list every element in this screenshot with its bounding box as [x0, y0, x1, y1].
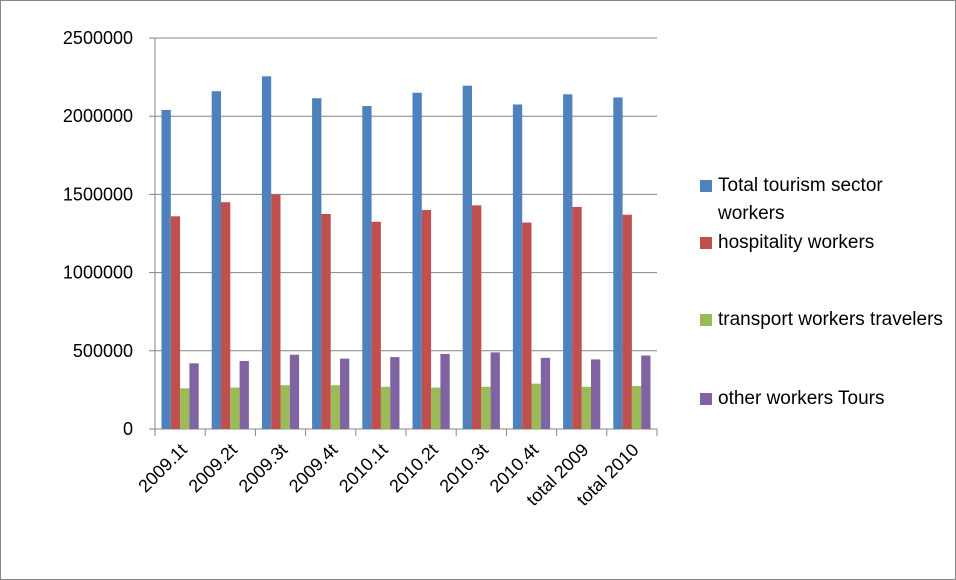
- bar: [421, 210, 432, 429]
- bar: [631, 385, 642, 429]
- y-tick-label: 2000000: [63, 106, 133, 126]
- y-tick-label: 1000000: [63, 263, 133, 283]
- y-tick-label: 0: [123, 419, 133, 439]
- legend-label: Total tourism sector workers: [718, 175, 883, 224]
- bar: [613, 97, 623, 429]
- legend-item: Total tourism sector workers: [700, 172, 945, 228]
- bar: [321, 213, 331, 429]
- legend-label: other workers Tours: [718, 388, 885, 409]
- bar: [211, 91, 221, 430]
- y-tick-label: 500000: [73, 341, 133, 361]
- bar: [572, 206, 582, 429]
- bar: [180, 388, 190, 429]
- bar: [161, 109, 171, 429]
- legend-item: hospitality workers: [700, 229, 945, 257]
- bar: [440, 353, 450, 429]
- legend-label: transport workers travelers: [718, 309, 943, 330]
- bar: [540, 357, 551, 429]
- bar: [380, 386, 391, 429]
- bar: [522, 222, 532, 429]
- bar: [230, 387, 240, 429]
- y-tick-label: 1500000: [63, 184, 133, 204]
- x-tick-label: 2009.2t: [185, 440, 242, 497]
- bar: [591, 359, 601, 429]
- bar: [622, 214, 632, 429]
- bar: [472, 205, 482, 429]
- bar: [462, 85, 472, 430]
- bar: [512, 104, 523, 429]
- bar: [330, 385, 340, 429]
- x-tick-label: 2010.1t: [335, 440, 392, 497]
- bar: [289, 354, 300, 429]
- bar: [581, 386, 591, 429]
- bar: [189, 363, 199, 429]
- bar: [271, 194, 281, 429]
- bar: [280, 385, 290, 429]
- x-tick-label: 2010.3t: [436, 440, 493, 497]
- bar: [170, 216, 181, 429]
- bar: [412, 92, 422, 430]
- x-tick-label: 2009.3t: [235, 440, 292, 497]
- bar: [261, 76, 272, 430]
- bar: [431, 387, 441, 429]
- bar: [490, 352, 500, 429]
- bar: [221, 202, 231, 429]
- bar: [390, 357, 400, 429]
- bar: [362, 106, 372, 429]
- legend-item: other workers Tours: [700, 385, 945, 413]
- bar: [239, 360, 249, 429]
- legend-swatch: [700, 314, 712, 326]
- legend-swatch: [700, 393, 712, 405]
- x-tick-label: 2009.1t: [134, 440, 191, 497]
- x-tick-label: 2010.2t: [385, 440, 442, 497]
- legend-item: transport workers travelers: [700, 306, 945, 334]
- bar: [481, 386, 491, 429]
- bar: [531, 383, 541, 429]
- bar: [312, 98, 322, 430]
- x-tick-label: 2009.4t: [285, 440, 342, 497]
- legend-swatch: [700, 180, 712, 192]
- legend-label: hospitality workers: [718, 232, 875, 253]
- y-tick-label: 2500000: [63, 28, 133, 48]
- bar: [641, 355, 651, 429]
- bar: [563, 94, 573, 429]
- bar: [371, 221, 381, 429]
- bar: [340, 358, 350, 429]
- legend-swatch: [700, 237, 712, 249]
